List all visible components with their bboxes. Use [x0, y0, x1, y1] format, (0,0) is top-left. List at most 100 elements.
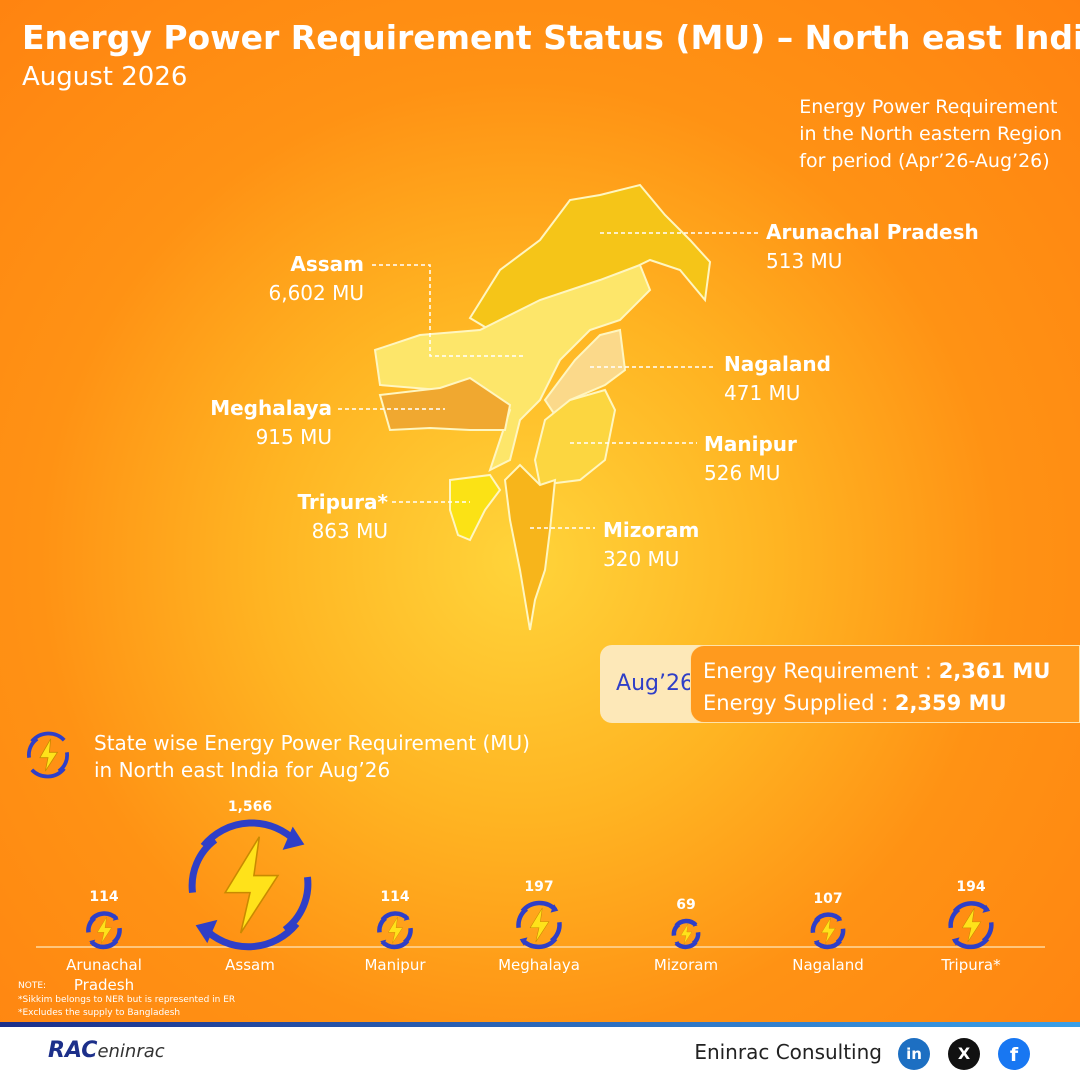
- value-label: 114: [380, 889, 410, 906]
- category-label: Manipur: [364, 956, 426, 974]
- summary-row: Energy Requirement : 2,361 MU: [703, 655, 1079, 687]
- state-value: 471 MU: [724, 381, 801, 405]
- arrow-head: [89, 939, 96, 946]
- state-name: Assam: [290, 252, 364, 276]
- map-caption: Energy Power Requirement in the North ea…: [799, 94, 1062, 175]
- bolt: [223, 836, 280, 934]
- note: *Excludes the supply to Bangladesh: [18, 1008, 181, 1018]
- ring-arc: [674, 918, 698, 928]
- ring-arc: [86, 916, 97, 933]
- logo-mark: RAC: [48, 1038, 98, 1063]
- value-label: 1,566: [227, 798, 273, 815]
- category-label: Arunachal Pradesh: [66, 956, 142, 994]
- ring-arc: [671, 922, 681, 936]
- ring-arc: [402, 927, 413, 945]
- icon-bubble: [86, 911, 122, 950]
- ring-arc: [948, 907, 961, 929]
- arrow-head: [380, 939, 387, 946]
- ring-arc: [188, 837, 218, 894]
- title-icon: [26, 731, 70, 779]
- category-label: Mizoram: [653, 956, 719, 974]
- arrow-head: [403, 914, 410, 921]
- value-label: 197: [524, 878, 554, 895]
- category-label: Tripura*: [941, 956, 1001, 974]
- ring-arc: [111, 927, 122, 945]
- social-linkedin[interactable]: in: [898, 1038, 930, 1070]
- label-tripura: Tripura* 863 MU: [297, 488, 388, 546]
- state-value: 320 MU: [603, 547, 680, 571]
- state-value: 526 MU: [704, 461, 781, 485]
- subtitle: August 2026: [22, 62, 188, 92]
- state-value: 863 MU: [311, 519, 388, 543]
- footer-stripe: [0, 1022, 1080, 1027]
- state-name: Mizoram: [603, 518, 700, 542]
- note-head: NOTE:: [18, 981, 47, 991]
- bolt: [680, 923, 693, 945]
- social-facebook[interactable]: f: [998, 1038, 1030, 1070]
- arrow-head: [951, 937, 960, 946]
- summary-value: 2,361 MU: [938, 659, 1051, 683]
- ring-arc: [549, 921, 562, 943]
- label-nagaland: Nagaland 471 MU: [724, 350, 831, 408]
- icon-bubble: [377, 911, 413, 950]
- category-label: Assam: [225, 956, 275, 974]
- category-label: Meghalaya: [498, 956, 580, 974]
- ring-arc: [520, 937, 558, 950]
- caption-line: in the North eastern Region: [799, 123, 1062, 145]
- label-mizoram: Mizoram 320 MU: [603, 516, 699, 574]
- state-tripura: [449, 473, 502, 542]
- state-name: Arunachal Pradesh: [766, 220, 979, 244]
- footer: RACeninrac Eninrac Consulting in X f: [0, 1022, 1080, 1080]
- ring-arc: [835, 928, 846, 945]
- state-name: Nagaland: [724, 352, 831, 376]
- ring-arc: [282, 876, 312, 933]
- label-assam: Assam 6,602 MU: [268, 250, 364, 308]
- ring-arc: [952, 937, 990, 950]
- logo-word: eninrac: [97, 1041, 165, 1062]
- bolt: [96, 917, 112, 944]
- logo: RACeninrac: [48, 1038, 165, 1063]
- ring-arc: [952, 901, 990, 913]
- state-name: Meghalaya: [210, 396, 332, 420]
- summary-value: 2,359 MU: [894, 691, 1007, 715]
- state-name: Tripura*: [297, 490, 388, 514]
- category-label: Nagaland: [792, 956, 864, 974]
- bolt: [529, 907, 550, 943]
- ring-arc: [200, 819, 300, 849]
- state-value: 6,602 MU: [268, 281, 364, 305]
- arrow-head: [674, 941, 680, 947]
- summary-label: Energy Requirement :: [703, 659, 939, 683]
- arrow-head: [282, 826, 305, 850]
- ring-arc: [89, 911, 119, 922]
- ring-arc: [674, 940, 698, 950]
- state-manipur: [533, 388, 617, 487]
- label-arunachal: Arunachal Pradesh 513 MU: [766, 218, 979, 276]
- ring-arc: [377, 916, 388, 933]
- caption-line: for period (Apr’26-Aug’26): [799, 150, 1050, 172]
- summary-label: Energy Supplied :: [703, 691, 895, 715]
- company: Eninrac Consulting: [694, 1040, 882, 1064]
- social-x[interactable]: X: [948, 1038, 980, 1070]
- icon-bubble: [188, 819, 312, 951]
- ring-arc: [380, 939, 410, 950]
- icon-bubble: [810, 912, 846, 950]
- state-mizoram: [503, 463, 557, 631]
- value-label: 69: [676, 896, 696, 913]
- arrow-head: [550, 904, 559, 913]
- bolt: [961, 908, 982, 943]
- chart-title-block: State wise Energy Power Requirement (MU)…: [94, 730, 530, 784]
- bolt: [821, 918, 836, 944]
- state-value: 513 MU: [766, 249, 843, 273]
- label-meghalaya: Meghalaya 915 MU: [210, 394, 332, 452]
- arrow-head: [836, 915, 843, 922]
- value-label: 194: [956, 879, 986, 896]
- state-value: 915 MU: [255, 425, 332, 449]
- ring-arc: [981, 922, 994, 943]
- icon-bubble: [948, 901, 994, 950]
- state-meghalaya: [378, 376, 512, 432]
- ring-arc: [380, 911, 410, 922]
- arrow-head: [195, 919, 218, 944]
- arrow-head: [813, 939, 820, 946]
- arrow-head: [519, 937, 528, 946]
